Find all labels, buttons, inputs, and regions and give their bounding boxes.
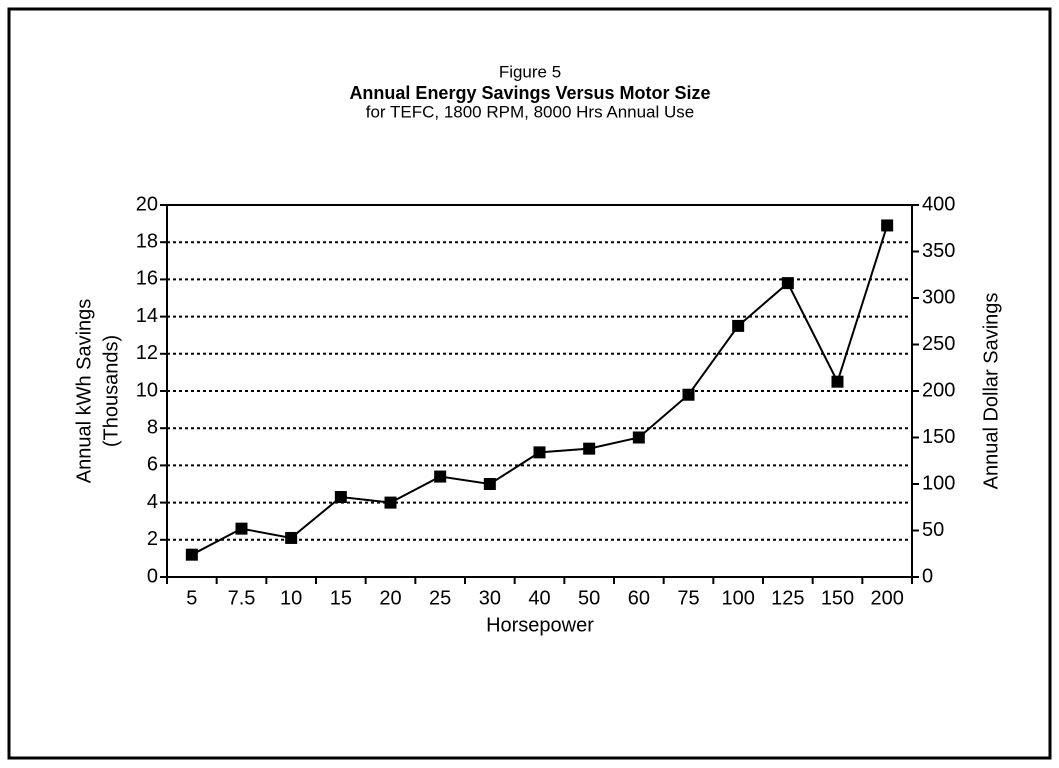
y2-tick-label: 50: [922, 519, 944, 541]
chart-title: Annual Energy Savings Versus Motor Size: [349, 83, 710, 103]
marker: [334, 491, 347, 504]
y-tick-label: 10: [136, 379, 158, 401]
x-tick-label: 200: [870, 587, 903, 609]
x-tick-label: 10: [280, 587, 302, 609]
y-tick-label: 18: [136, 230, 158, 252]
y2-tick-label: 0: [922, 565, 933, 587]
marker: [881, 219, 894, 232]
y-tick-label: 2: [147, 528, 158, 550]
y-tick-label: 16: [136, 268, 158, 290]
marker: [781, 277, 794, 290]
y-axis-label: Annual kWh Savings: [73, 299, 95, 484]
marker: [384, 496, 397, 509]
y-tick-label: 6: [147, 454, 158, 476]
x-tick-label: 75: [677, 587, 699, 609]
x-tick-label: 150: [821, 587, 854, 609]
y2-tick-label: 400: [922, 193, 955, 215]
marker: [831, 375, 844, 388]
x-tick-label: 7.5: [228, 587, 256, 609]
x-tick-label: 50: [578, 587, 600, 609]
y-axis-label: (Thousands): [100, 335, 122, 447]
frame: [7, 7, 1052, 760]
marker: [732, 319, 745, 332]
marker: [632, 431, 645, 444]
figure-label: Figure 5: [499, 62, 561, 81]
marker: [434, 470, 447, 483]
y2-tick-label: 250: [922, 333, 955, 355]
y2-axis-label: Annual Dollar Savings: [980, 293, 1002, 490]
x-tick-label: 100: [721, 587, 754, 609]
marker: [483, 478, 496, 490]
x-tick-label: 5: [186, 587, 197, 609]
x-tick-label: 60: [628, 587, 650, 609]
marker: [185, 548, 198, 561]
marker: [533, 446, 546, 459]
y2-tick-label: 100: [922, 472, 955, 494]
x-tick-label: 25: [429, 587, 451, 609]
x-tick-label: 125: [771, 587, 804, 609]
y-tick-label: 0: [147, 565, 158, 587]
marker: [285, 531, 298, 544]
y2-tick-label: 300: [922, 286, 955, 308]
y2-tick-label: 200: [922, 379, 955, 401]
x-tick-label: 15: [330, 587, 352, 609]
y-tick-label: 4: [147, 491, 158, 513]
chart-subtitle: for TEFC, 1800 RPM, 8000 Hrs Annual Use: [366, 102, 695, 121]
marker: [235, 522, 248, 535]
plot-frame: [166, 204, 913, 578]
x-tick-label: 30: [479, 587, 501, 609]
y2-tick-label: 350: [922, 240, 955, 262]
marker: [682, 388, 695, 401]
x-tick-label: 20: [379, 587, 401, 609]
x-axis-label: Horsepower: [486, 614, 594, 636]
y-tick-label: 8: [147, 416, 158, 438]
y-tick-label: 20: [136, 193, 158, 215]
x-tick-label: 40: [528, 587, 550, 609]
y-tick-label: 14: [136, 305, 158, 327]
y-tick-label: 12: [136, 342, 158, 364]
marker: [583, 442, 596, 455]
y2-tick-label: 150: [922, 426, 955, 448]
